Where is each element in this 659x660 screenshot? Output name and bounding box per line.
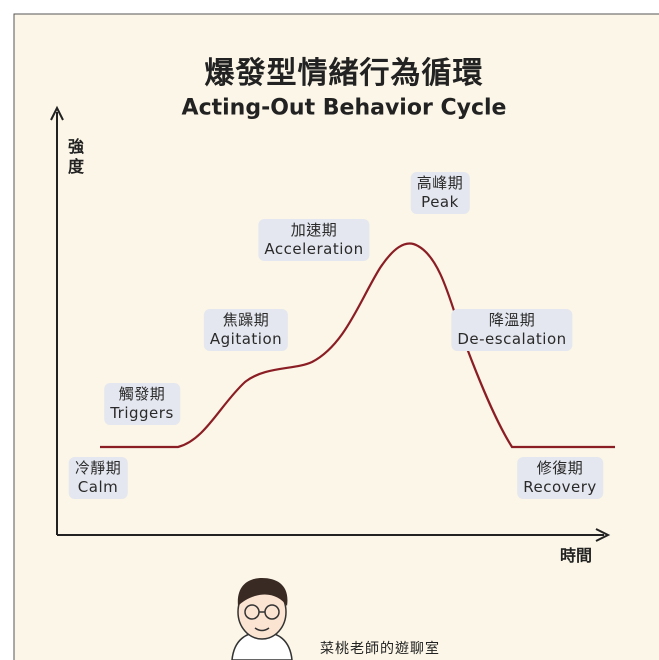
phase-en: De-escalation [457, 330, 566, 349]
phase-en: Triggers [110, 404, 174, 423]
phase-zh: 高峰期 [417, 174, 464, 193]
phase-zh: 焦躁期 [210, 311, 282, 330]
phase-en: Acceleration [264, 240, 363, 259]
x-axis-label: 時間 [560, 546, 592, 566]
phase-zh: 觸發期 [110, 385, 174, 404]
phase-zh: 加速期 [264, 221, 363, 240]
brand: 菜桃老師的遊聊室 [320, 638, 440, 658]
page: Acting-Out Behavior Cycle {"header": {"t… [0, 0, 659, 660]
avatar [232, 578, 292, 660]
y-axis-label: 強度 [67, 137, 85, 177]
subtitle: Acting-Out Behavior Cycle [182, 96, 507, 121]
phase-en: Peak [417, 193, 464, 212]
phase-en: Agitation [210, 330, 282, 349]
phase-zh: 冷靜期 [75, 459, 122, 478]
phase-zh: 降溫期 [457, 311, 566, 330]
phase-zh: 修復期 [523, 459, 597, 478]
phase-en: Recovery [523, 478, 597, 497]
body: 爆發型情緒行為循環 Acting-Out Behavior Cycle 強度 時… [0, 0, 659, 660]
title: 爆發型情緒行為循環 [205, 48, 484, 92]
diagram: 爆發型情緒行為循環 Acting-Out Behavior Cycle 強度 時… [0, 0, 659, 660]
phase-en: Calm [75, 478, 122, 497]
